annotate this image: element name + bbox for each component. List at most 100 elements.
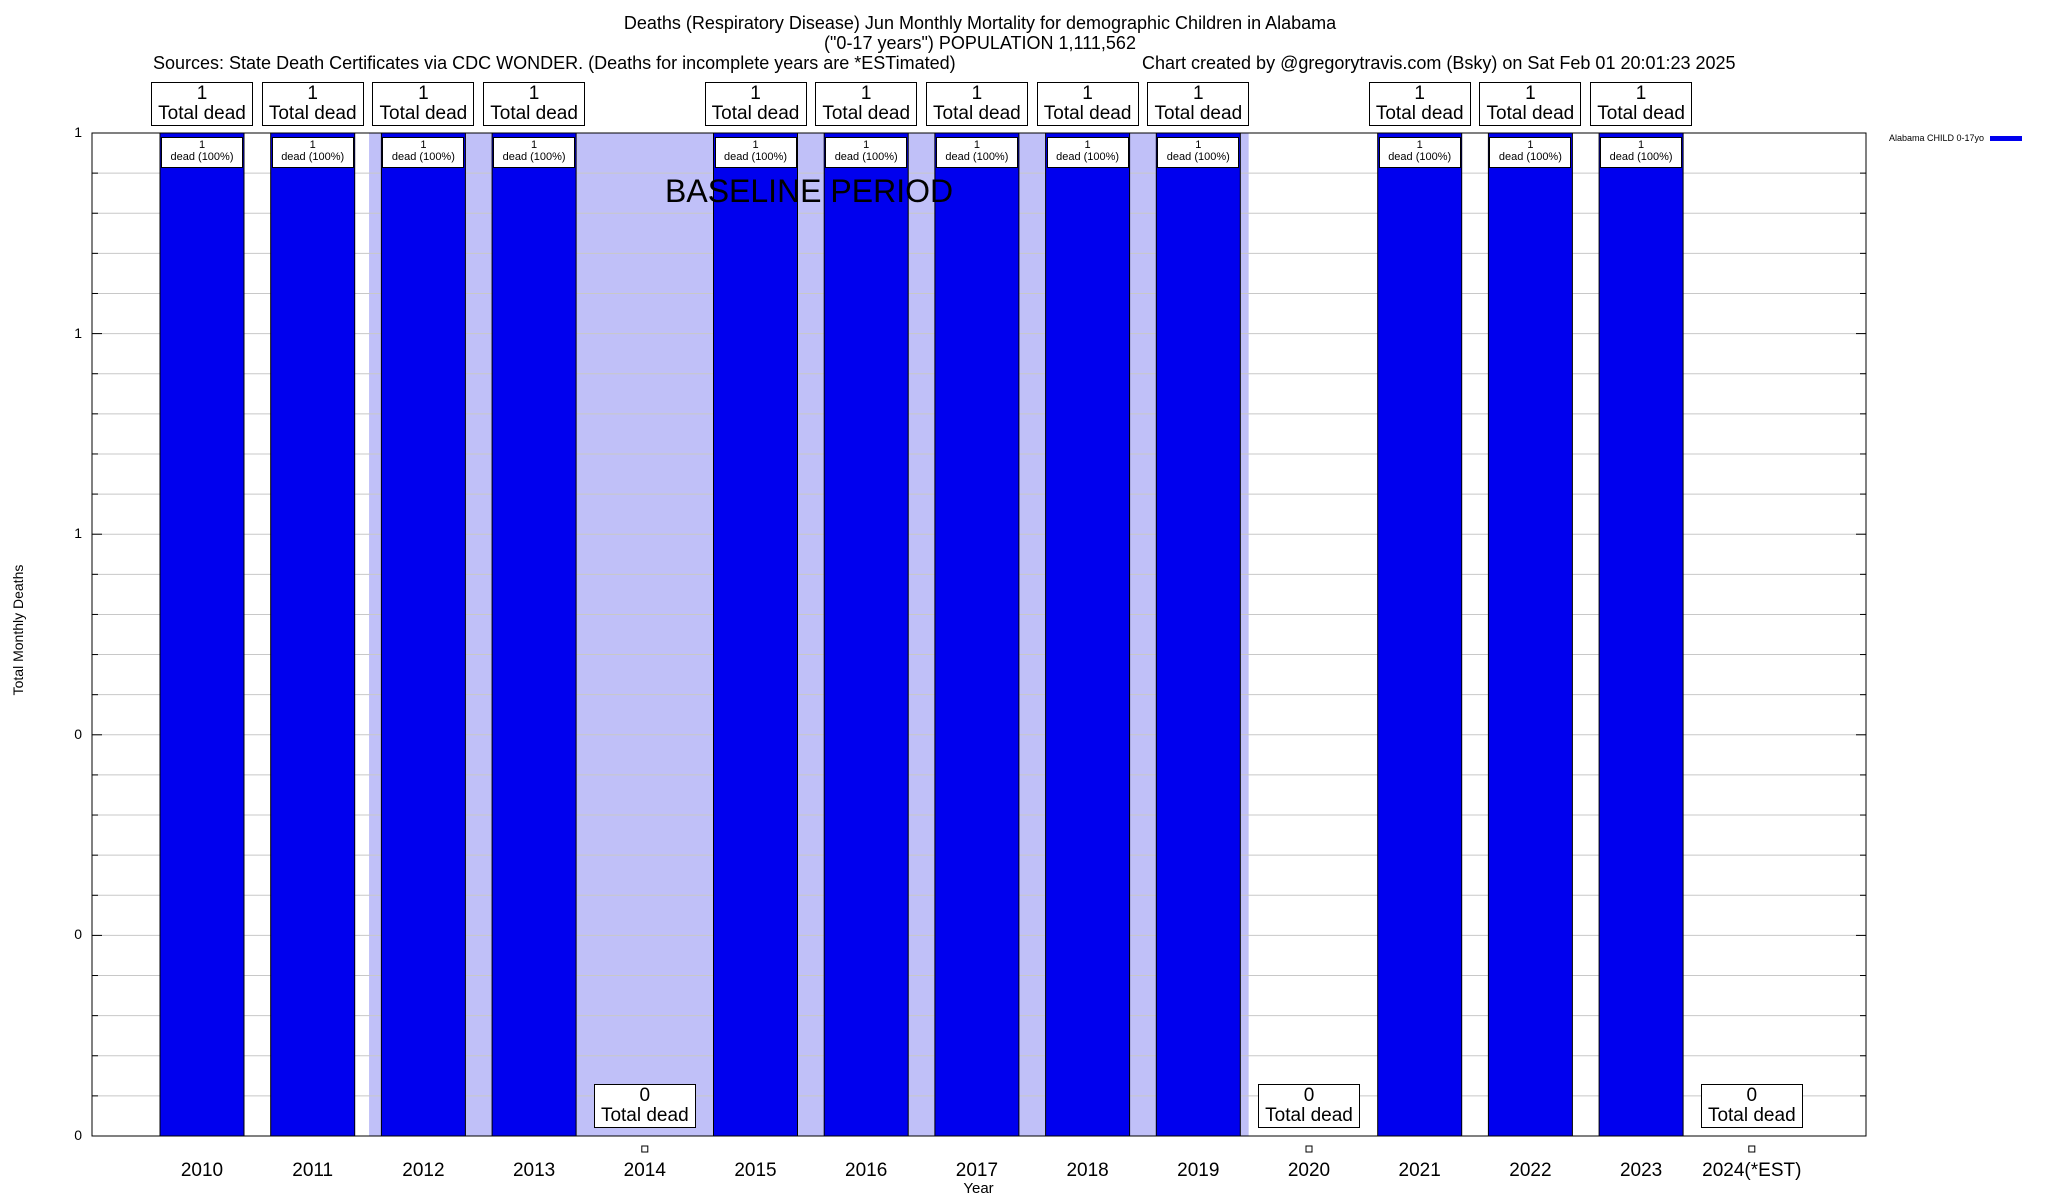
x-axis-label: Year — [963, 1180, 994, 1197]
bar-value-count: 1 — [309, 139, 316, 151]
total-dead-box: 1 Total dead — [925, 82, 1028, 126]
bar-value-text: dead (100%) — [724, 151, 787, 163]
x-tick-label: 2010 — [180, 1160, 224, 1181]
bar-value-box: 1 dead (100%) — [1600, 137, 1683, 168]
bar-value-count: 1 — [863, 139, 870, 151]
total-dead-count: 1 — [971, 83, 983, 104]
x-tick-label: 2023 — [1619, 1160, 1663, 1181]
x-tick-label: 2024(*EST) — [1702, 1160, 1802, 1181]
bar-2017 — [934, 132, 1020, 1137]
bar-value-box: 1 dead (100%) — [714, 137, 797, 168]
total-dead-box: 1 Total dead — [1590, 82, 1693, 126]
x-tick-label: 2017 — [955, 1160, 999, 1181]
x-tick-label: 2021 — [1398, 1160, 1441, 1181]
bar-2018 — [1045, 132, 1131, 1137]
bar-2022 — [1487, 132, 1573, 1137]
total-dead-box: 1 Total dead — [1036, 82, 1139, 126]
total-dead-count: 1 — [196, 83, 208, 104]
bar-value-text: dead (100%) — [834, 151, 898, 163]
total-dead-box: 1 Total dead — [261, 82, 364, 126]
x-tick-label: 2020 — [1287, 1160, 1331, 1181]
y-tick-label: 1 — [74, 324, 82, 341]
bar-2023 — [1598, 132, 1684, 1137]
bar-2010 — [159, 132, 245, 1137]
total-dead-count: 0 — [1303, 1085, 1315, 1106]
legend-swatch — [1990, 135, 2023, 141]
bar-value-box: 1 dead (100%) — [271, 137, 354, 168]
total-dead-box: 1 Total dead — [704, 82, 807, 126]
bar-value-box: 1 dead (100%) — [1489, 137, 1572, 168]
bar-2021 — [1377, 132, 1463, 1137]
x-tick-label: 2015 — [734, 1160, 777, 1181]
total-dead-box: 0 Total dead — [1258, 1084, 1360, 1128]
bar-value-count: 1 — [1416, 139, 1423, 151]
plot-frame — [91, 132, 1867, 1137]
total-dead-count: 1 — [418, 83, 429, 104]
x-tick-label: 2016 — [845, 1160, 888, 1181]
bar-value-text: dead (100%) — [281, 151, 345, 163]
bar-value-box: 1 dead (100%) — [825, 137, 908, 168]
y-tick-label: 1 — [74, 124, 82, 140]
bar-value-box: 1 dead (100%) — [161, 137, 243, 168]
bar-value-text: dead (100%) — [1388, 151, 1452, 163]
legend-label: Alabama CHILD 0-17yo — [1889, 133, 1985, 143]
total-dead-count: 0 — [639, 1085, 651, 1106]
total-dead-box: 1 Total dead — [151, 82, 253, 126]
bar-value-box: 1 dead (100%) — [1046, 137, 1129, 168]
total-dead-text: Total dead — [158, 103, 246, 124]
x-tick-label: 2013 — [512, 1160, 556, 1181]
total-dead-text: Total dead — [1486, 103, 1575, 124]
total-dead-text: Total dead — [1597, 103, 1685, 124]
bar-value-count: 1 — [752, 139, 759, 151]
total-dead-count: 1 — [528, 83, 540, 104]
bar-value-box: 1 dead (100%) — [1378, 137, 1461, 168]
bar-value-text: dead (100%) — [1166, 151, 1230, 163]
total-dead-box: 1 Total dead — [1147, 82, 1250, 126]
total-dead-box: 0 Total dead — [1700, 1084, 1803, 1128]
bar-value-text: dead (100%) — [1609, 151, 1673, 163]
legend: Alabama CHILD 0-17yo — [1889, 131, 2023, 145]
bar-2015 — [713, 132, 798, 1137]
x-tick-label: 2019 — [1177, 1160, 1220, 1181]
zero-marker — [641, 1145, 649, 1153]
baseline-label: BASELINE PERIOD — [665, 173, 954, 209]
total-dead-text: Total dead — [1154, 103, 1243, 124]
x-tick-label: 2011 — [292, 1160, 334, 1181]
total-dead-count: 1 — [860, 83, 872, 104]
x-tick-label: 2012 — [402, 1160, 445, 1181]
bar-2011 — [270, 132, 356, 1137]
total-dead-count: 0 — [1746, 1085, 1758, 1106]
bar-value-text: dead (100%) — [1498, 151, 1562, 163]
bar-value-count: 1 — [531, 139, 538, 151]
zero-marker — [1748, 1145, 1756, 1153]
total-dead-box: 1 Total dead — [815, 82, 918, 126]
bar-value-count: 1 — [1527, 139, 1534, 151]
total-dead-box: 0 Total dead — [593, 1084, 696, 1128]
chart-credit: Chart created by @gregorytravis.com (Bsk… — [1142, 53, 1736, 73]
bar-value-count: 1 — [1638, 139, 1645, 151]
zero-marker — [1305, 1145, 1313, 1153]
bar-value-text: dead (100%) — [391, 151, 455, 163]
y-axis-label: Total Monthly Deaths — [10, 564, 26, 696]
x-tick-label: 2014 — [623, 1160, 666, 1181]
total-dead-text: Total dead — [822, 103, 911, 124]
total-dead-text: Total dead — [268, 103, 357, 124]
total-dead-count: 1 — [1193, 83, 1204, 104]
total-dead-count: 1 — [1635, 83, 1647, 104]
total-dead-count: 1 — [307, 83, 318, 104]
total-dead-text: Total dead — [711, 103, 800, 124]
bar-value-count: 1 — [420, 139, 427, 151]
total-dead-text: Total dead — [379, 103, 468, 124]
bar-value-text: dead (100%) — [170, 151, 234, 163]
y-tick-label: 0 — [74, 1127, 82, 1143]
bar-value-text: dead (100%) — [1056, 151, 1120, 163]
total-dead-text: Total dead — [1707, 1105, 1796, 1126]
bar-value-count: 1 — [1084, 139, 1091, 151]
total-dead-box: 1 Total dead — [1479, 82, 1582, 126]
total-dead-count: 1 — [750, 83, 761, 104]
bar-value-count: 1 — [973, 139, 980, 151]
bar-2019 — [1155, 132, 1241, 1137]
bar-value-box: 1 dead (100%) — [493, 137, 576, 168]
chart-subtitle: ("0-17 years") POPULATION 1,111,562 — [824, 33, 1136, 53]
